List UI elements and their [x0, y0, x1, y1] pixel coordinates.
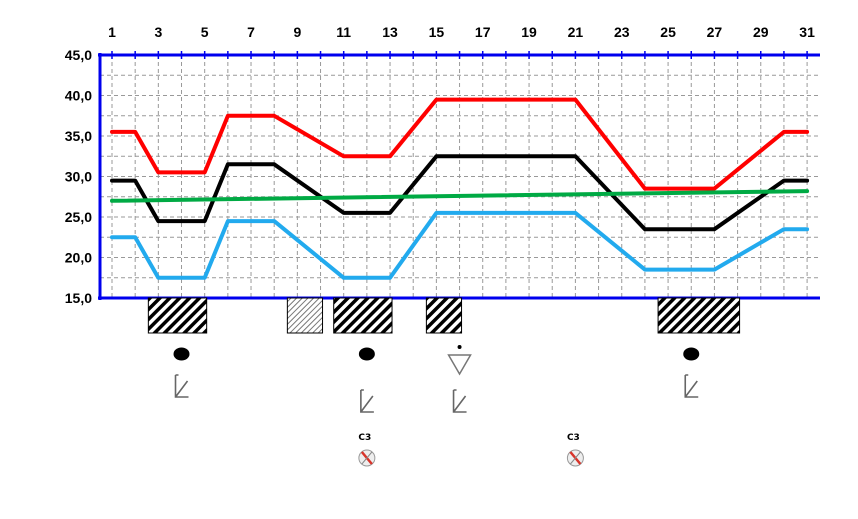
- dot-icon: [173, 347, 190, 361]
- triangle-dot-icon: [457, 345, 462, 349]
- x-tick-label: 31: [799, 24, 815, 40]
- y-tick-label: 30,0: [65, 169, 92, 185]
- tick-labels: 1 3 5 7 9 11 13 15 17 19 21 23 25 27 29 3115,020,025,03…: [65, 24, 815, 306]
- y-tick-label: 35,0: [65, 128, 92, 144]
- x-tick-label: 5: [201, 24, 209, 40]
- x-tick-label: 7: [247, 24, 255, 40]
- x-tick-label: 17: [475, 24, 491, 40]
- triangle-icon: [447, 354, 472, 376]
- hatched-bar: [333, 297, 393, 334]
- symbols: C3 C3: [173, 345, 700, 467]
- compass-label: C3: [567, 433, 580, 443]
- hatched-bars: [147, 297, 741, 334]
- y-tick-label: 45,0: [65, 47, 92, 63]
- series-line: [110, 189, 810, 203]
- x-tick-label: 15: [429, 24, 445, 40]
- x-tick-label: 9: [293, 24, 301, 40]
- compass-cross: [361, 451, 373, 465]
- arrow-icon: [360, 389, 374, 413]
- x-tick-label: 11: [336, 24, 351, 40]
- x-tick-label: 23: [614, 24, 630, 40]
- y-tick-label: 25,0: [65, 209, 92, 225]
- hatched-bar: [657, 297, 741, 334]
- dot-icon: [358, 347, 375, 361]
- x-tick-label: 29: [753, 24, 769, 40]
- arrow-icon: [174, 374, 189, 398]
- compass-label: C3: [358, 433, 371, 443]
- series-lines: [110, 97, 810, 280]
- x-tick-label: 21: [568, 24, 584, 40]
- arrow-icon: [684, 374, 699, 398]
- hatched-bar: [286, 297, 324, 334]
- series-line: [110, 97, 810, 191]
- y-tick-label: 15,0: [65, 290, 92, 306]
- x-tick-label: 1: [108, 24, 116, 40]
- x-tick-label: 3: [154, 24, 162, 40]
- grid: [100, 55, 820, 298]
- compass-cross: [570, 451, 581, 465]
- series-line: [110, 210, 810, 280]
- hatched-bar: [147, 297, 208, 334]
- dot-icon: [683, 347, 700, 361]
- arrow-icon: [452, 389, 467, 413]
- hatched-bar: [425, 297, 463, 334]
- series-line: [110, 154, 810, 232]
- y-tick-label: 40,0: [65, 88, 92, 104]
- x-tick-label: 19: [521, 24, 537, 40]
- x-tick-label: 25: [660, 24, 676, 40]
- y-tick-label: 20,0: [65, 250, 92, 266]
- x-tick-label: 13: [382, 24, 398, 40]
- x-tick-label: 27: [707, 24, 723, 40]
